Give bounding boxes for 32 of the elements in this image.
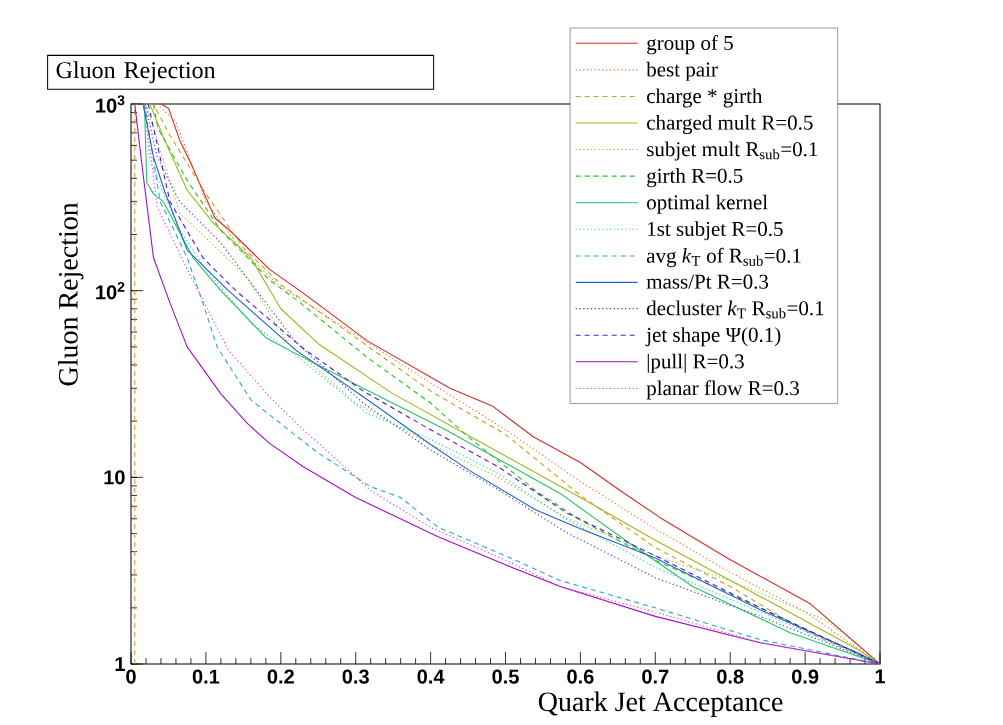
x-tick-label: 0.5	[492, 669, 519, 684]
x-tick-label: 1	[875, 669, 886, 684]
legend-label: subjet mult R$_{sub}$=0.1	[647, 141, 818, 161]
x-axis-title: Quark Jet Acceptance	[538, 691, 783, 717]
x-tick-label: 0.6	[567, 669, 594, 684]
x-tick-label: 0.9	[791, 669, 819, 684]
legend-label: jet shape Ψ(0.1)	[645, 327, 781, 347]
legend-label: planar flow R=0.3	[646, 380, 799, 400]
y-tick-label: 10	[104, 470, 125, 485]
x-tick-label: 0.7	[642, 669, 669, 684]
legend-label: optimal kernel	[647, 194, 768, 214]
legend-label: charge * girth	[647, 88, 763, 108]
x-tick-label: 0.1	[192, 669, 220, 684]
x-tick-label: 0.8	[717, 669, 744, 684]
legend-label: girth R=0.5	[647, 168, 743, 188]
legend-label: avg k$_{T}$ of R$_{sub}$=0.1	[646, 247, 801, 268]
y-tick-label: 10$^{3}$	[96, 95, 125, 113]
x-tick-label: 0	[126, 669, 136, 684]
legend-label: group of 5	[647, 35, 733, 55]
y-tick-label: 1	[115, 657, 125, 671]
legend-label: charged mult R=0.5	[647, 114, 813, 135]
x-tick-label: 0.2	[267, 669, 294, 684]
legend-label: best pair	[646, 61, 718, 81]
legend-label: |pull| R=0.3	[647, 353, 744, 373]
x-tick-label: 0.4	[417, 669, 445, 684]
x-tick-label: 0.3	[342, 669, 369, 684]
y-tick-label: 10$^{2}$	[96, 281, 125, 300]
legend-label: decluster k$_{T}$ R$_{sub}$=0.1	[646, 300, 824, 319]
y-axis-title: Gluon Rejection	[58, 202, 84, 386]
legend-label: 1st subjet R=0.5	[648, 221, 783, 241]
chart-title: Gluon Rejection	[56, 61, 216, 84]
legend-label: mass/Pt R=0.3	[646, 274, 769, 289]
